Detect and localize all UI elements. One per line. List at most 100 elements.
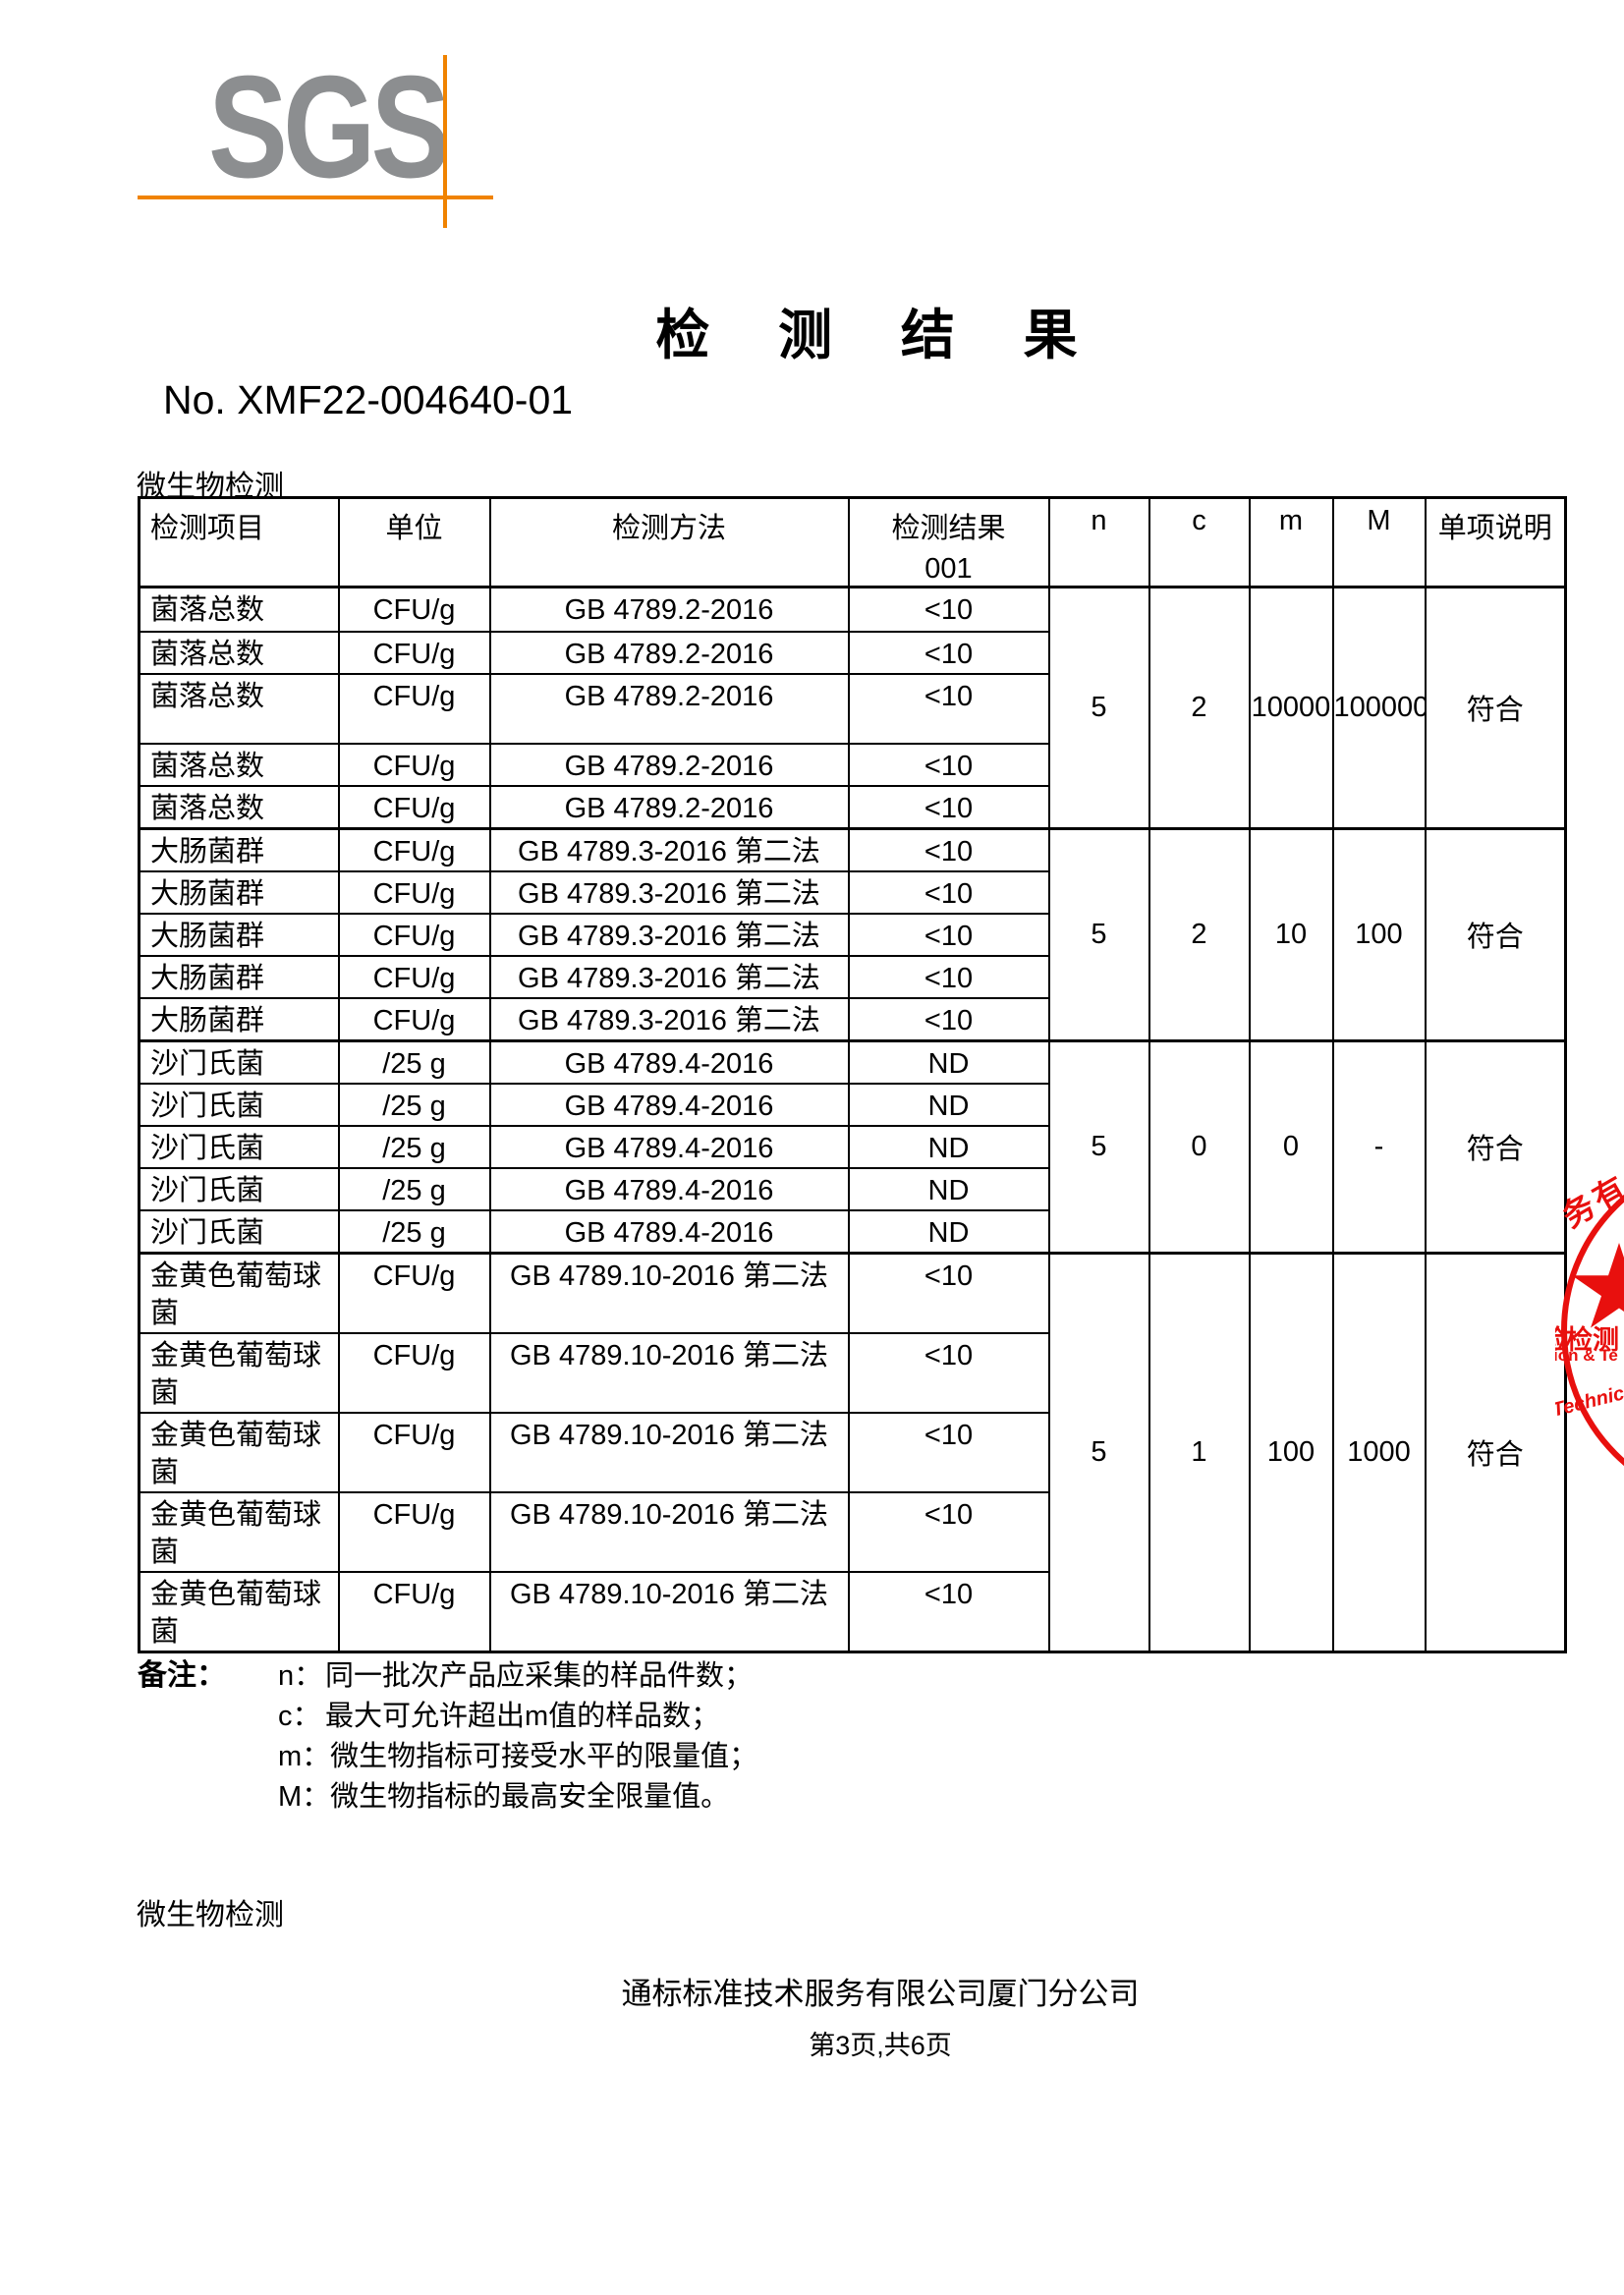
item-cell: 菌落总数 [138, 586, 340, 633]
method-cell: GB 4789.3-2016 第二法 [488, 996, 850, 1041]
table-body: 菌落总数 CFU/g GB 4789.2-2016 <10 5 2 10000 100000 符… [138, 586, 1567, 1652]
item-cell: 大肠菌群 [138, 912, 340, 957]
unit-cell: CFU/g [337, 1570, 491, 1652]
note-key: m： [278, 1741, 331, 1772]
method-cell: GB 4789.4-2016 [488, 1082, 850, 1127]
stamp-english-text: ion & Te [1555, 1346, 1618, 1365]
result-cell: <10 [847, 826, 1050, 872]
table-row: 大肠菌群 CFU/g GB 4789.3-2016 第二法 <10 [138, 996, 1566, 1041]
m-value-cell: 10000 [1248, 586, 1334, 829]
unit-cell: CFU/g [337, 586, 491, 633]
item-cell: 沙门氏菌 [138, 1208, 340, 1254]
M-value-cell: 1000 [1331, 1251, 1427, 1652]
unit-cell: CFU/g [337, 630, 491, 675]
unit-cell: /25 g [337, 1166, 491, 1211]
result-cell: <10 [847, 1331, 1050, 1414]
result-cell: <10 [847, 784, 1050, 829]
note-key: c： [278, 1701, 321, 1732]
method-cell: GB 4789.4-2016 [488, 1208, 850, 1254]
table-row: 金黄色葡萄球菌 CFU/g GB 4789.10-2016 第二法 <10 [138, 1570, 1566, 1652]
note-line: c： 最大可允许超出m值的样品数； [278, 1697, 757, 1737]
method-cell: GB 4789.2-2016 [488, 742, 850, 787]
unit-cell: /25 g [337, 1124, 491, 1169]
microbiology-results-table: 检测项目 单位 检测方法 检测结果 001 n c m M 单项说明 菌落总数 CFU/g GB 47… [138, 496, 1567, 1653]
unit-cell: CFU/g [337, 1251, 491, 1334]
unit-cell: CFU/g [337, 826, 491, 872]
conclusion-cell: 符合 [1424, 586, 1567, 829]
method-cell: GB 4789.4-2016 [488, 1124, 850, 1169]
footer-company-name: 通标标准技术服务有限公司厦门分公司 [621, 1977, 1140, 2011]
sgs-logo-text: SGS [208, 46, 450, 208]
unit-cell: CFU/g [337, 742, 491, 787]
conclusion-cell: 符合 [1424, 1251, 1567, 1652]
M-value-cell: 100 [1331, 826, 1427, 1041]
method-cell: GB 4789.3-2016 第二法 [488, 826, 850, 872]
method-cell: GB 4789.2-2016 [488, 586, 850, 633]
page-title: 检 测 结 果 [655, 306, 1105, 365]
m-value-cell: 100 [1248, 1251, 1334, 1652]
item-cell: 沙门氏菌 [138, 1038, 340, 1085]
result-cell: <10 [847, 1490, 1050, 1573]
n-value-cell: 5 [1047, 1251, 1150, 1652]
item-cell: 菌落总数 [138, 784, 340, 829]
item-cell: 沙门氏菌 [138, 1082, 340, 1127]
logo-vertical-line [443, 55, 447, 228]
unit-cell: /25 g [337, 1038, 491, 1085]
header-method: 检测方法 [488, 496, 850, 588]
method-cell: GB 4789.4-2016 [488, 1166, 850, 1211]
method-cell: GB 4789.3-2016 第二法 [488, 869, 850, 915]
method-cell: GB 4789.10-2016 第二法 [488, 1251, 850, 1334]
result-cell: <10 [847, 1251, 1050, 1334]
header-result-line1: 检测结果 [891, 513, 1006, 544]
unit-cell: CFU/g [337, 672, 491, 745]
result-cell: <10 [847, 869, 1050, 915]
result-cell: <10 [847, 1411, 1050, 1493]
company-stamp: 务有 验检测 ion & Te Technical [1555, 1148, 1624, 1533]
header-n: n [1047, 496, 1150, 588]
table-row: 金黄色葡萄球菌 CFU/g GB 4789.10-2016 第二法 <10 5 1 100 1… [138, 1251, 1567, 1652]
table-row: 沙门氏菌/25 g GB 4789.4-2016 ND 5 0 0- 符合 [138, 1038, 1567, 1254]
header-c: c [1148, 496, 1251, 588]
c-value-cell: 1 [1148, 1251, 1251, 1652]
method-cell: GB 4789.10-2016 第二法 [488, 1331, 850, 1414]
table-row: 沙门氏菌/25 g GB 4789.4-2016 ND [138, 1166, 1566, 1211]
report-number: No. XMF22-004640-01 [163, 377, 574, 422]
stamp-chinese-text: 验检测 [1555, 1325, 1619, 1355]
table-row: 菌落总数 CFU/g GB 4789.2-2016 <10 [138, 784, 1566, 829]
item-cell: 金黄色葡萄球菌 [138, 1251, 340, 1334]
table-row: 大肠菌群 CFU/g GB 4789.3-2016 第二法 <10 5 2 10 100 符合 [138, 826, 1567, 1041]
item-cell: 金黄色葡萄球菌 [138, 1490, 340, 1573]
item-cell: 金黄色葡萄球菌 [138, 1411, 340, 1493]
method-cell: GB 4789.10-2016 第二法 [488, 1411, 850, 1493]
note-line: n：同一批次产品应采集的样品件数； [278, 1656, 757, 1697]
table-row: 金黄色葡萄球菌 CFU/g GB 4789.10-2016 第二法 <10 [138, 1331, 1566, 1414]
table-row: 菌落总数 CFU/g GB 4789.2-2016 <10 [138, 742, 1566, 787]
conclusion-cell: 符合 [1424, 1038, 1567, 1254]
result-cell: ND [847, 1166, 1050, 1211]
note-text: 同一批次产品应采集的样品件数； [325, 1660, 754, 1692]
method-cell: GB 4789.3-2016 第二法 [488, 954, 850, 999]
m-value-cell: 0 [1248, 1038, 1334, 1254]
method-cell: GB 4789.2-2016 [488, 784, 850, 829]
header-m: m [1248, 496, 1334, 588]
result-cell: <10 [847, 742, 1050, 787]
notes-label: 备注： [138, 1659, 226, 1692]
unit-cell: CFU/g [337, 1331, 491, 1414]
item-cell: 沙门氏菌 [138, 1166, 340, 1211]
result-cell: ND [847, 1082, 1050, 1127]
item-cell: 金黄色葡萄球菌 [138, 1331, 340, 1414]
note-line: m：微生物指标可接受水平的限量值； [278, 1737, 757, 1777]
note-line: M：微生物指标的最高安全限量值。 [278, 1777, 757, 1818]
notes-section: 备注： n：同一批次产品应采集的样品件数； c： 最大可允许超出m值的样品数； m：微… [138, 1656, 757, 1818]
M-value-cell: - [1331, 1038, 1427, 1254]
conclusion-cell: 符合 [1424, 826, 1567, 1041]
unit-cell: CFU/g [337, 784, 491, 829]
note-text: 微生物指标的最高安全限量值。 [330, 1781, 730, 1813]
item-cell: 大肠菌群 [138, 954, 340, 999]
n-value-cell: 5 [1047, 586, 1150, 829]
result-cell: <10 [847, 912, 1050, 957]
unit-cell: /25 g [337, 1208, 491, 1254]
table-row: 菌落总数 CFU/g GB 4789.2-2016 <10 [138, 672, 1566, 745]
method-cell: GB 4789.2-2016 [488, 672, 850, 745]
